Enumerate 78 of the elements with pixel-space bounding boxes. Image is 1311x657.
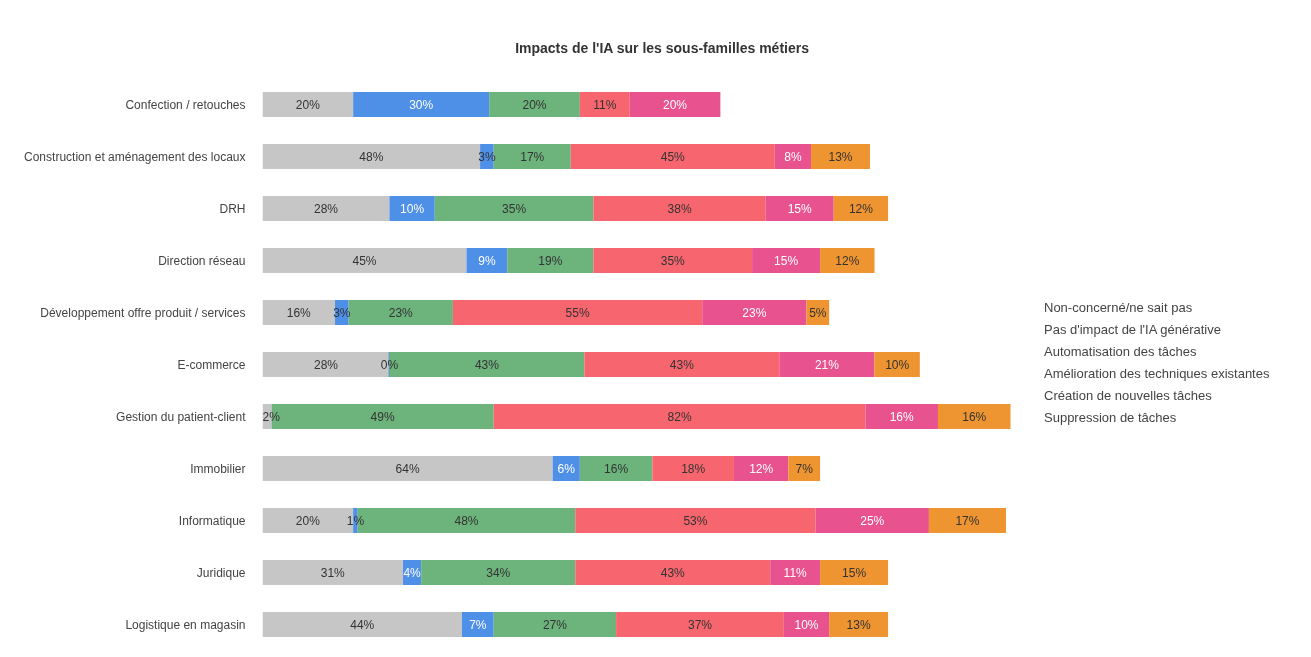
data-label: 15% [774, 253, 799, 268]
data-label: 28% [313, 201, 339, 216]
data-label: 44% [350, 617, 375, 632]
data-label: 17% [520, 149, 545, 164]
data-label: 13% [828, 149, 853, 164]
data-label: 38% [667, 201, 692, 216]
data-label: 10% [794, 617, 819, 632]
data-label: 5% [809, 305, 827, 320]
data-label: 45% [660, 149, 686, 164]
data-label: 17% [955, 513, 980, 528]
y-tick-label: Gestion du patient-client [116, 409, 247, 424]
data-label: 2% [262, 409, 281, 424]
data-label: 9% [478, 253, 496, 268]
text: Non-concerné/ne sait pas [1044, 300, 1193, 315]
data-label: 16% [286, 305, 312, 320]
data-label: 43% [474, 357, 500, 372]
data-label: 16% [889, 409, 915, 424]
data-label: 11% [783, 565, 808, 580]
data-label: 35% [660, 253, 686, 268]
data-label: 20% [663, 97, 688, 112]
y-tick-label: Construction et aménagement des locaux [24, 149, 246, 164]
text: Pas d'impact de l'IA générative [1044, 322, 1221, 337]
y-tick-label: E-commerce [177, 357, 246, 372]
data-label: 15% [787, 201, 813, 216]
data-label: 7% [795, 461, 814, 476]
data-label: 49% [370, 409, 395, 424]
y-tick-label: Immobilier [190, 461, 246, 476]
data-label: 7% [469, 617, 487, 632]
y-tick-label: Confection / retouches [125, 97, 246, 112]
y-tick-label: DRH [219, 201, 246, 216]
data-label: 31% [320, 565, 346, 580]
data-label: 34% [486, 565, 511, 580]
data-label: 16% [962, 409, 987, 424]
data-label: 35% [502, 201, 527, 216]
data-label: 25% [860, 513, 885, 528]
data-label: 6% [557, 461, 576, 476]
data-label: 28% [313, 357, 339, 372]
data-label: 23% [742, 305, 767, 320]
text: Suppression de tâches [1044, 410, 1177, 425]
text: Création de nouvelles tâches [1044, 388, 1212, 403]
data-label: 64% [395, 461, 420, 476]
data-label: 10% [400, 201, 425, 216]
y-tick-label: Informatique [178, 513, 246, 528]
data-label: 45% [352, 253, 377, 268]
data-label: 20% [522, 97, 547, 112]
y-tick-label: Logistique en magasin [125, 617, 246, 632]
data-label: 82% [667, 409, 692, 424]
data-label: 30% [409, 97, 434, 112]
data-label: 11% [593, 97, 617, 112]
data-label: 12% [848, 201, 874, 216]
data-label: 4% [403, 565, 422, 580]
data-label: 19% [538, 253, 563, 268]
data-label: 13% [846, 617, 871, 632]
y-tick-label: Direction réseau [158, 253, 246, 268]
data-label: 48% [454, 513, 479, 528]
data-label: 20% [295, 97, 321, 112]
data-label: 12% [835, 253, 860, 268]
data-label: 16% [604, 461, 629, 476]
data-label: 18% [681, 461, 706, 476]
data-label: 37% [687, 617, 713, 632]
text: Automatisation des tâches [1044, 344, 1197, 359]
data-label: 23% [388, 305, 414, 320]
data-label: 21% [814, 357, 840, 372]
text: Amélioration des techniques existantes [1044, 366, 1270, 381]
y-tick-label: Juridique [196, 565, 246, 580]
data-label: 15% [842, 565, 867, 580]
data-label: 20% [295, 513, 321, 528]
data-label: 10% [885, 357, 910, 372]
data-label: 8% [784, 149, 802, 164]
data-label: 43% [660, 565, 686, 580]
chart-title: Impacts de l'IA sur les sous-familles métiers [515, 39, 810, 56]
data-label: 53% [683, 513, 708, 528]
y-tick-label: Développement offre produit / services [40, 305, 246, 320]
data-label: 55% [565, 305, 590, 320]
data-label: 43% [669, 357, 695, 372]
data-label: 12% [749, 461, 774, 476]
data-label: 48% [359, 149, 384, 164]
data-label: 27% [542, 617, 568, 632]
